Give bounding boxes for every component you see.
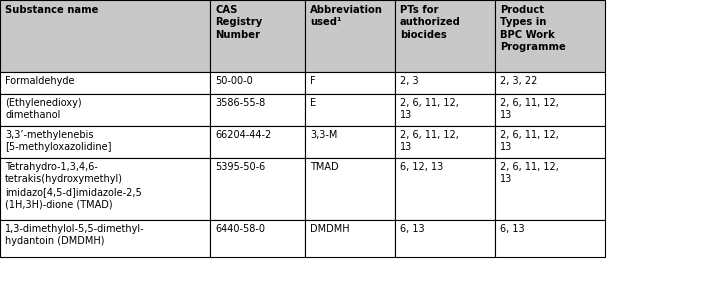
Bar <box>305 220 395 257</box>
Bar <box>495 94 605 126</box>
Text: 2, 3, 22: 2, 3, 22 <box>500 76 537 86</box>
Bar <box>305 72 395 94</box>
Text: Substance name: Substance name <box>5 5 99 15</box>
Text: 3586-55-8: 3586-55-8 <box>215 98 265 108</box>
Text: Product
Types in
BPC Work
Programme: Product Types in BPC Work Programme <box>500 5 565 52</box>
Bar <box>495 72 605 94</box>
Text: 2, 6, 11, 12,
13: 2, 6, 11, 12, 13 <box>500 130 559 152</box>
Bar <box>210 126 305 158</box>
Text: Abbreviation
used¹: Abbreviation used¹ <box>310 5 383 27</box>
Bar <box>305 94 395 126</box>
Text: 66204-44-2: 66204-44-2 <box>215 130 271 140</box>
Text: TMAD: TMAD <box>310 162 338 172</box>
Text: 2, 6, 11, 12,
13: 2, 6, 11, 12, 13 <box>500 162 559 185</box>
Text: 2, 3: 2, 3 <box>400 76 419 86</box>
Bar <box>210 220 305 257</box>
Text: 6440-58-0: 6440-58-0 <box>215 224 265 234</box>
Text: 1,3-dimethylol-5,5-dimethyl-
hydantoin (DMDMH): 1,3-dimethylol-5,5-dimethyl- hydantoin (… <box>5 224 145 247</box>
Text: 2, 6, 11, 12,
13: 2, 6, 11, 12, 13 <box>400 130 459 152</box>
Bar <box>210 158 305 220</box>
Bar <box>210 94 305 126</box>
Bar <box>395 0 495 72</box>
Text: Tetrahydro-1,3,4,6-
tetrakis(hydroxymethyl)
imidazo[4,5-d]imidazole-2,5
(1H,3H)-: Tetrahydro-1,3,4,6- tetrakis(hydroxymeth… <box>5 162 142 209</box>
Bar <box>0 126 210 158</box>
Text: DMDMH: DMDMH <box>310 224 350 234</box>
Bar <box>395 126 495 158</box>
Text: CAS
Registry
Number: CAS Registry Number <box>215 5 262 40</box>
Bar <box>210 72 305 94</box>
Bar <box>495 158 605 220</box>
Bar <box>0 72 210 94</box>
Bar <box>0 0 210 72</box>
Text: 3,3-M: 3,3-M <box>310 130 338 140</box>
Bar <box>305 126 395 158</box>
Bar <box>495 0 605 72</box>
Bar <box>495 126 605 158</box>
Text: 6, 13: 6, 13 <box>400 224 424 234</box>
Bar <box>395 72 495 94</box>
Bar <box>0 94 210 126</box>
Text: 2, 6, 11, 12,
13: 2, 6, 11, 12, 13 <box>500 98 559 121</box>
Text: F: F <box>310 76 316 86</box>
Text: 5395-50-6: 5395-50-6 <box>215 162 265 172</box>
Text: 2, 6, 11, 12,
13: 2, 6, 11, 12, 13 <box>400 98 459 121</box>
Text: Formaldehyde: Formaldehyde <box>5 76 75 86</box>
Bar <box>305 0 395 72</box>
Text: (Ethylenedioxy)
dimethanol: (Ethylenedioxy) dimethanol <box>5 98 82 121</box>
Bar <box>210 0 305 72</box>
Text: PTs for
authorized
biocides: PTs for authorized biocides <box>400 5 461 40</box>
Text: 50-00-0: 50-00-0 <box>215 76 253 86</box>
Text: 6, 13: 6, 13 <box>500 224 525 234</box>
Bar <box>495 220 605 257</box>
Text: E: E <box>310 98 316 108</box>
Bar <box>0 158 210 220</box>
Bar <box>395 94 495 126</box>
Text: 3,3’-methylenebis
[5-methyloxazolidine]: 3,3’-methylenebis [5-methyloxazolidine] <box>5 130 111 152</box>
Text: 6, 12, 13: 6, 12, 13 <box>400 162 443 172</box>
Bar <box>305 158 395 220</box>
Bar <box>395 158 495 220</box>
Bar <box>395 220 495 257</box>
Bar <box>0 220 210 257</box>
